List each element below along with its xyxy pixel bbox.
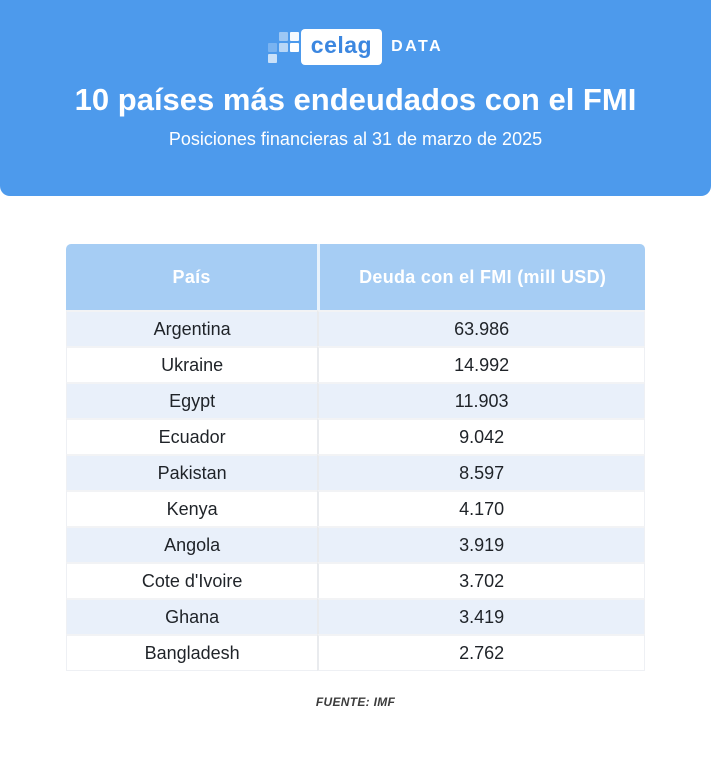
country-cell: Ecuador [66,418,318,454]
debt-value-cell: 3.419 [317,598,645,634]
table-row: Ghana 3.419 [66,598,645,634]
country-cell: Egypt [66,382,318,418]
debt-value-cell: 8.597 [317,454,645,490]
country-cell: Ukraine [66,346,318,382]
table-body: Argentina 63.986 Ukraine 14.992 Egypt 11… [66,310,645,671]
table-row: Kenya 4.170 [66,490,645,526]
debt-value-cell: 4.170 [317,490,645,526]
table-header-row: País Deuda con el FMI (mill USD) [66,244,645,310]
country-cell: Cote d'Ivoire [66,562,318,598]
table-row: Ukraine 14.992 [66,346,645,382]
debt-value-cell: 9.042 [317,418,645,454]
debt-value-cell: 2.762 [317,634,645,671]
page-subtitle: Posiciones financieras al 31 de marzo de… [168,128,543,149]
debt-value-cell: 3.919 [317,526,645,562]
table-row: Pakistan 8.597 [66,454,645,490]
debt-table: País Deuda con el FMI (mill USD) Argenti… [66,244,645,671]
brand-logo: celag DATA [0,26,711,68]
source-note: FUENTE: IMF [315,695,396,709]
column-header-debt: Deuda con el FMI (mill USD) [317,244,645,310]
country-cell: Argentina [66,310,318,346]
column-header-country: País [66,244,318,310]
table-row: Egypt 11.903 [66,382,645,418]
table-row: Argentina 63.986 [66,310,645,346]
table-row: Cote d'Ivoire 3.702 [66,562,645,598]
country-cell: Pakistan [66,454,318,490]
country-cell: Kenya [66,490,318,526]
brand-logo-suffix: DATA [391,38,444,55]
debt-value-cell: 14.992 [317,346,645,382]
debt-table-container: País Deuda con el FMI (mill USD) Argenti… [66,244,645,671]
debt-value-cell: 11.903 [317,382,645,418]
celag-pixel-mark-icon [267,31,299,63]
brand-logo-text: celag [300,29,383,65]
debt-value-cell: 63.986 [317,310,645,346]
table-row: Bangladesh 2.762 [66,634,645,671]
table-row: Angola 3.919 [66,526,645,562]
country-cell: Ghana [66,598,318,634]
country-cell: Bangladesh [66,634,318,671]
country-cell: Angola [66,526,318,562]
debt-value-cell: 3.702 [317,562,645,598]
table-header: País Deuda con el FMI (mill USD) [66,244,645,310]
page-title: 10 países más endeudados con el FMI [74,82,637,117]
header-banner: celag DATA 10 países más endeudados con … [0,0,711,196]
table-row: Ecuador 9.042 [66,418,645,454]
